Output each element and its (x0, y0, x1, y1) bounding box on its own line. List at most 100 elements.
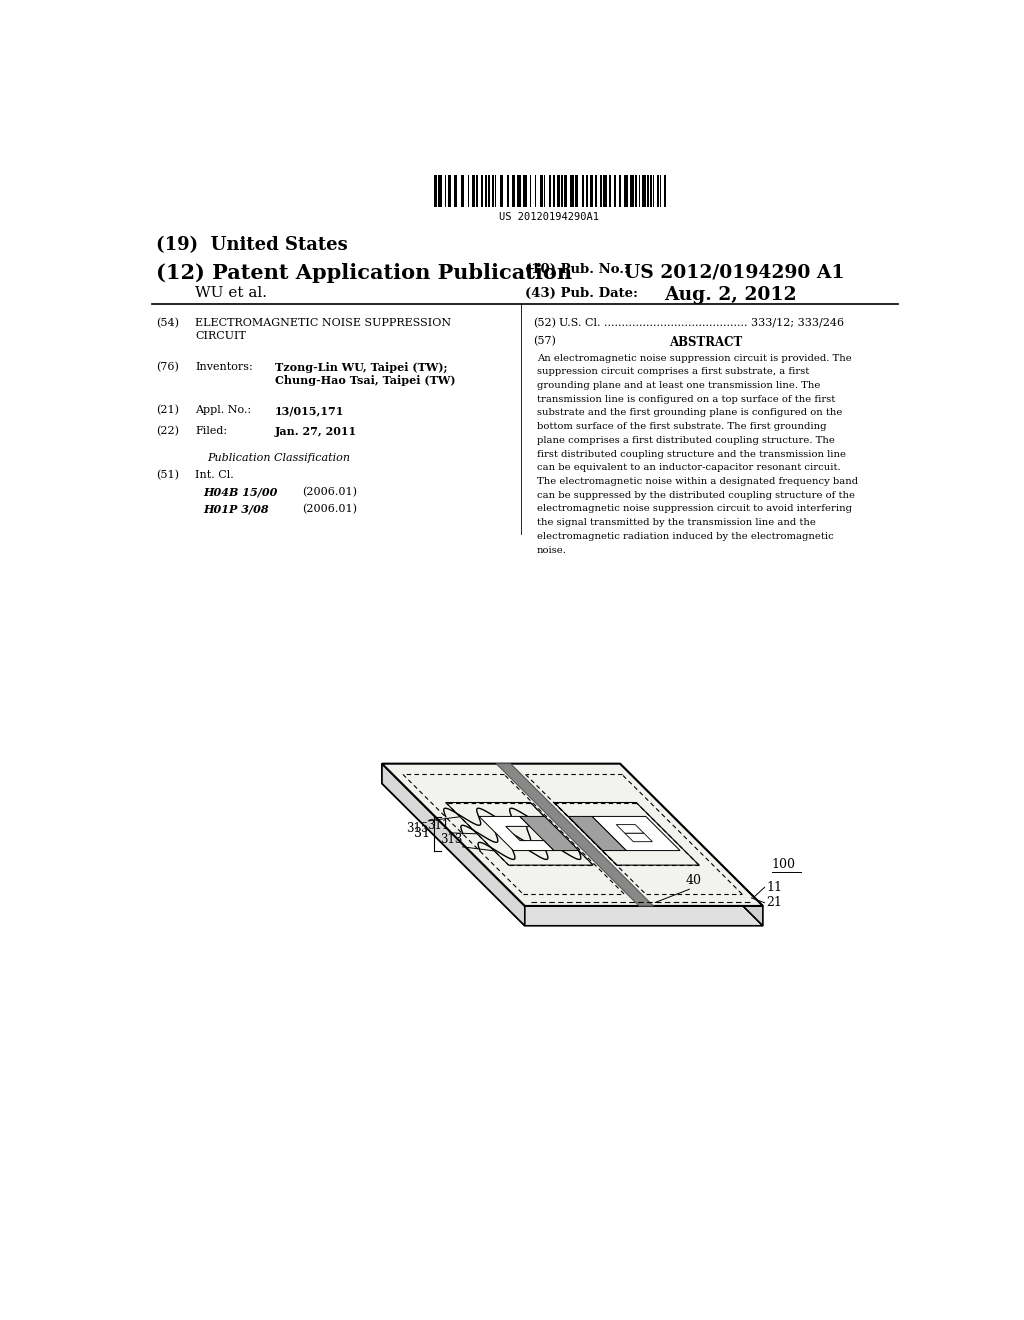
Text: grounding plane and at least one transmission line. The: grounding plane and at least one transmi… (537, 381, 820, 389)
Bar (590, 174, 593, 207)
Bar (639, 174, 640, 207)
Text: 13/015,171: 13/015,171 (274, 405, 344, 416)
Text: Aug. 2, 2012: Aug. 2, 2012 (664, 286, 797, 305)
Bar (650, 174, 651, 207)
Bar (625, 174, 628, 207)
Text: 313: 313 (440, 833, 463, 846)
Text: first distributed coupling structure and the transmission line: first distributed coupling structure and… (537, 450, 846, 458)
Text: Jan. 27, 2011: Jan. 27, 2011 (274, 426, 357, 437)
Bar (647, 174, 649, 207)
Bar (561, 174, 563, 207)
Polygon shape (621, 764, 763, 925)
Bar (600, 174, 602, 207)
Bar (631, 174, 634, 207)
Text: ELECTROMAGNETIC NOISE SUPPRESSION: ELECTROMAGNETIC NOISE SUPPRESSION (196, 318, 452, 327)
Bar (472, 174, 475, 207)
Text: Int. Cl.: Int. Cl. (196, 470, 234, 480)
Bar (609, 174, 611, 207)
Text: Inventors:: Inventors: (196, 362, 253, 372)
Bar (530, 174, 531, 207)
Polygon shape (616, 825, 644, 833)
Bar (523, 174, 526, 207)
Text: (76): (76) (156, 362, 178, 372)
Text: 311: 311 (427, 818, 450, 832)
Text: WU et al.: WU et al. (196, 286, 267, 301)
Text: 40: 40 (685, 874, 701, 887)
Polygon shape (382, 784, 763, 925)
Bar (586, 174, 588, 207)
Bar (468, 174, 469, 207)
Text: US 2012/0194290 A1: US 2012/0194290 A1 (624, 263, 845, 281)
Text: 315: 315 (406, 822, 428, 834)
Text: 21: 21 (766, 896, 782, 909)
Polygon shape (479, 816, 554, 850)
Bar (507, 174, 509, 207)
Text: the signal transmitted by the transmission line and the: the signal transmitted by the transmissi… (537, 519, 815, 527)
Bar (549, 174, 551, 207)
Text: 100: 100 (772, 858, 796, 871)
Polygon shape (382, 764, 763, 906)
Bar (493, 174, 494, 207)
Text: (43) Pub. Date:: (43) Pub. Date: (524, 286, 638, 300)
Bar (461, 174, 464, 207)
Polygon shape (592, 816, 680, 850)
Bar (447, 174, 452, 207)
Text: US 20120194290A1: US 20120194290A1 (499, 213, 599, 222)
Bar (487, 174, 490, 207)
Polygon shape (568, 816, 627, 850)
Bar (618, 174, 621, 207)
Text: H01P 3/08: H01P 3/08 (204, 504, 269, 515)
Bar (659, 174, 660, 207)
Bar (454, 174, 457, 207)
Text: (10) Pub. No.:: (10) Pub. No.: (524, 263, 629, 276)
Text: CIRCUIT: CIRCUIT (196, 331, 247, 341)
Text: Appl. No.:: Appl. No.: (196, 405, 252, 416)
Text: electromagnetic radiation induced by the electromagnetic: electromagnetic radiation induced by the… (537, 532, 834, 541)
Text: suppression circuit comprises a first substrate, a first: suppression circuit comprises a first su… (537, 367, 809, 376)
Bar (613, 174, 616, 207)
Text: bottom surface of the first substrate. The first grounding: bottom surface of the first substrate. T… (537, 422, 826, 432)
Bar (657, 174, 658, 207)
Bar (500, 174, 503, 207)
Text: 31: 31 (414, 828, 430, 841)
Text: Tzong-Lin WU, Taipei (TW);: Tzong-Lin WU, Taipei (TW); (274, 362, 447, 372)
Polygon shape (519, 816, 579, 850)
Bar (553, 174, 555, 207)
Bar (545, 174, 546, 207)
Text: plane comprises a first distributed coupling structure. The: plane comprises a first distributed coup… (537, 436, 835, 445)
Bar (517, 174, 521, 207)
Text: can be suppressed by the distributed coupling structure of the: can be suppressed by the distributed cou… (537, 491, 855, 500)
Bar (495, 174, 496, 207)
Text: 11: 11 (766, 880, 782, 894)
Bar (433, 174, 437, 207)
Bar (512, 174, 515, 207)
Bar (480, 174, 483, 207)
Text: (12) Patent Application Publication: (12) Patent Application Publication (156, 263, 571, 282)
Bar (595, 174, 597, 207)
Text: (57): (57) (532, 337, 556, 347)
Bar (574, 174, 579, 207)
Bar (635, 174, 637, 207)
Text: noise.: noise. (537, 545, 566, 554)
Text: The electromagnetic noise within a designated frequency band: The electromagnetic noise within a desig… (537, 477, 858, 486)
Text: H04B 15/00: H04B 15/00 (204, 487, 278, 498)
Text: (21): (21) (156, 405, 179, 416)
Bar (665, 174, 666, 207)
Text: An electromagnetic noise suppression circuit is provided. The: An electromagnetic noise suppression cir… (537, 354, 851, 363)
Text: (54): (54) (156, 318, 179, 329)
Bar (535, 174, 536, 207)
Text: ABSTRACT: ABSTRACT (669, 337, 742, 350)
Text: Publication Classification: Publication Classification (207, 453, 350, 463)
Text: transmission line is configured on a top surface of the first: transmission line is configured on a top… (537, 395, 835, 404)
Polygon shape (625, 833, 652, 842)
Bar (557, 174, 560, 207)
Bar (603, 174, 607, 207)
Text: (52): (52) (532, 318, 556, 329)
Bar (485, 174, 486, 207)
Bar (438, 174, 441, 207)
Text: substrate and the first grounding plane is configured on the: substrate and the first grounding plane … (537, 408, 842, 417)
Text: Filed:: Filed: (196, 426, 227, 436)
Bar (582, 174, 585, 207)
Bar (642, 174, 646, 207)
Polygon shape (382, 764, 524, 925)
